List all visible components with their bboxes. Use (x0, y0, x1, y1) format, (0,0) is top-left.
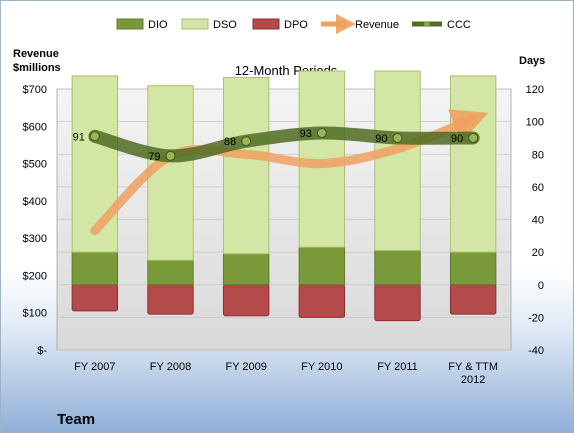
ccc-point (468, 132, 479, 143)
dio-bar (222, 253, 270, 286)
x-axis-ticks: FY 2007 FY 2008 FY 2009 FY 2010 FY 2011 FY & … (74, 361, 498, 386)
legend-label-dpo: DPO (284, 19, 308, 31)
ccc-point (241, 136, 252, 147)
dpo-bar (222, 284, 270, 317)
dpo-bar (374, 284, 421, 322)
ccc-point (89, 131, 100, 142)
left-tick-label: $- (37, 345, 47, 357)
left-axis-ticks: $- $100 $200 $300 $400 $500 $600 $700 (23, 84, 48, 357)
left-tick-label: $600 (23, 121, 47, 133)
dpo-bar (147, 284, 194, 315)
left-tick-label: $300 (23, 233, 47, 245)
right-tick-label: -20 (528, 312, 544, 324)
dso-bar (374, 70, 421, 251)
right-axis-ticks: -40 -20 0 20 40 60 80 100 120 (526, 84, 544, 357)
left-tick-label: $100 (23, 308, 47, 320)
revenue-line (90, 109, 489, 236)
dio-bar (147, 259, 194, 286)
ccc-line (88, 126, 480, 163)
dio-bar (449, 251, 497, 286)
ccc-point (316, 128, 327, 139)
legend-swatch-dpo (252, 18, 280, 30)
dso-bar (71, 75, 119, 253)
right-tick-label: 40 (532, 215, 544, 227)
left-tick-label: $400 (23, 196, 47, 208)
dio-bar (374, 249, 421, 286)
dso-bar (449, 75, 497, 253)
legend-swatch-dio (116, 18, 144, 30)
ccc-data-label: 90 (451, 133, 463, 145)
legend: DIO DSO DPO Revenue CCC (116, 14, 471, 34)
left-axis-label-line1: Revenue (13, 48, 59, 60)
dio-bar (298, 246, 346, 286)
ccc-point (392, 132, 403, 143)
left-tick-label: $700 (23, 84, 47, 96)
right-tick-label: 120 (526, 84, 544, 96)
x-tick-label: FY 2011 (377, 361, 418, 373)
dso-bar (147, 85, 194, 261)
right-tick-label: 80 (532, 149, 544, 161)
dpo-bar (449, 284, 497, 315)
dpo-bar (298, 284, 346, 318)
right-tick-label: -40 (528, 345, 544, 357)
left-tick-label: $500 (23, 159, 47, 171)
x-tick-label: FY 2007 (74, 361, 115, 373)
legend-swatch-dso (181, 18, 209, 30)
left-axis-label-line2: $millions (13, 62, 61, 74)
footer-label: Team (57, 411, 95, 428)
legend-label-dso: DSO (213, 19, 237, 31)
x-tick-label: FY 2008 (150, 361, 191, 373)
dso-bar (222, 77, 270, 255)
legend-swatch-ccc-marker (424, 21, 430, 27)
legend-label-dio: DIO (148, 19, 168, 31)
ccc-data-label: 91 (73, 131, 85, 143)
legend-label-ccc: CCC (447, 19, 471, 31)
right-tick-label: 60 (532, 182, 544, 194)
x-tick-label: FY 2009 (225, 361, 266, 373)
right-tick-label: 0 (538, 280, 544, 292)
bars (71, 70, 497, 322)
ccc-data-label: 88 (224, 136, 236, 148)
ccc-point (165, 150, 176, 161)
x-tick-label: 2012 (461, 374, 485, 386)
legend-label-revenue: Revenue (355, 19, 399, 31)
right-axis-label: Days (519, 55, 545, 67)
right-tick-label: 100 (526, 117, 544, 129)
ccc-data-label: 79 (148, 151, 160, 163)
dio-bar (71, 251, 119, 286)
dpo-bar (71, 284, 119, 312)
ccc-data-label: 90 (375, 133, 387, 145)
ccc-data-label: 93 (300, 128, 312, 140)
x-tick-label: FY 2010 (301, 361, 342, 373)
x-tick-label: FY & TTM (448, 361, 498, 373)
left-tick-label: $200 (23, 270, 47, 282)
right-tick-label: 20 (532, 247, 544, 259)
lines: 91 79 88 93 90 90 (73, 109, 489, 236)
